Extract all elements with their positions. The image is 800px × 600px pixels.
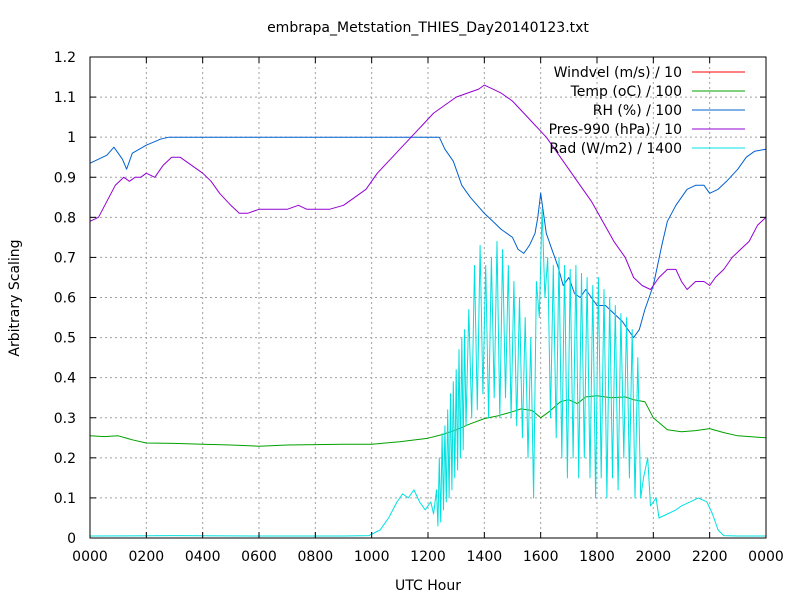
x-tick-label: 0800 [298, 549, 334, 565]
x-tick-label: 0400 [185, 549, 221, 565]
y-tick-label: 0.9 [54, 170, 76, 186]
series-line-2 [89, 136, 767, 339]
x-axis-title: UTC Hour [395, 578, 461, 594]
series-line-3 [89, 84, 767, 290]
x-tick-label: 0000 [72, 549, 108, 565]
y-tick-label: 0.7 [54, 250, 76, 266]
chart-title: embrapa_Metstation_THIES_Day20140123.txt [267, 20, 589, 36]
legend-label: Windvel (m/s) / 10 [554, 65, 682, 81]
legend-label: Rad (W/m2) / 1400 [549, 141, 682, 157]
y-tick-label: 0.8 [54, 210, 76, 226]
legend: Windvel (m/s) / 10 Temp (oC) / 100 RH (%) … [549, 65, 745, 157]
y-tick-label: 0.2 [54, 451, 76, 467]
y-tick-label: 1.1 [54, 90, 76, 106]
y-tick-label: 0 [67, 531, 76, 547]
y-axis-title: Arbitrary Scaling [7, 239, 23, 356]
x-tick-label: 1200 [410, 549, 446, 565]
x-tick-label: 2200 [692, 549, 728, 565]
y-tick-label: 0.6 [54, 291, 76, 307]
series-line-4 [89, 208, 766, 537]
y-tick-label: 1 [67, 130, 76, 146]
x-tick-label: 0000 [748, 549, 784, 565]
y-tick-label: 0.1 [54, 491, 76, 507]
x-tick-label: 1400 [467, 549, 503, 565]
x-tick-label: 0200 [129, 549, 165, 565]
y-tick-label: 1.2 [54, 50, 76, 66]
legend-label: Pres-990 (hPa) / 10 [549, 122, 682, 138]
x-tick-label: 1000 [354, 549, 390, 565]
legend-label: Temp (oC) / 100 [570, 84, 682, 100]
series-lines [89, 84, 767, 537]
x-tick-label: 1600 [523, 549, 559, 565]
x-tick-label: 1800 [579, 549, 615, 565]
x-tick-label: 2000 [636, 549, 672, 565]
y-tick-label: 0.5 [54, 331, 76, 347]
x-tick-label: 0600 [241, 549, 277, 565]
y-tick-label: 0.3 [54, 411, 76, 427]
axis-ticks: 0 0.1 0.2 0.3 0.4 0.5 0.6 0.7 0.8 0.9 1 1.1 1.2 0000 0… [54, 50, 784, 565]
legend-label: RH (%) / 100 [593, 103, 682, 119]
y-tick-label: 0.4 [54, 371, 76, 387]
